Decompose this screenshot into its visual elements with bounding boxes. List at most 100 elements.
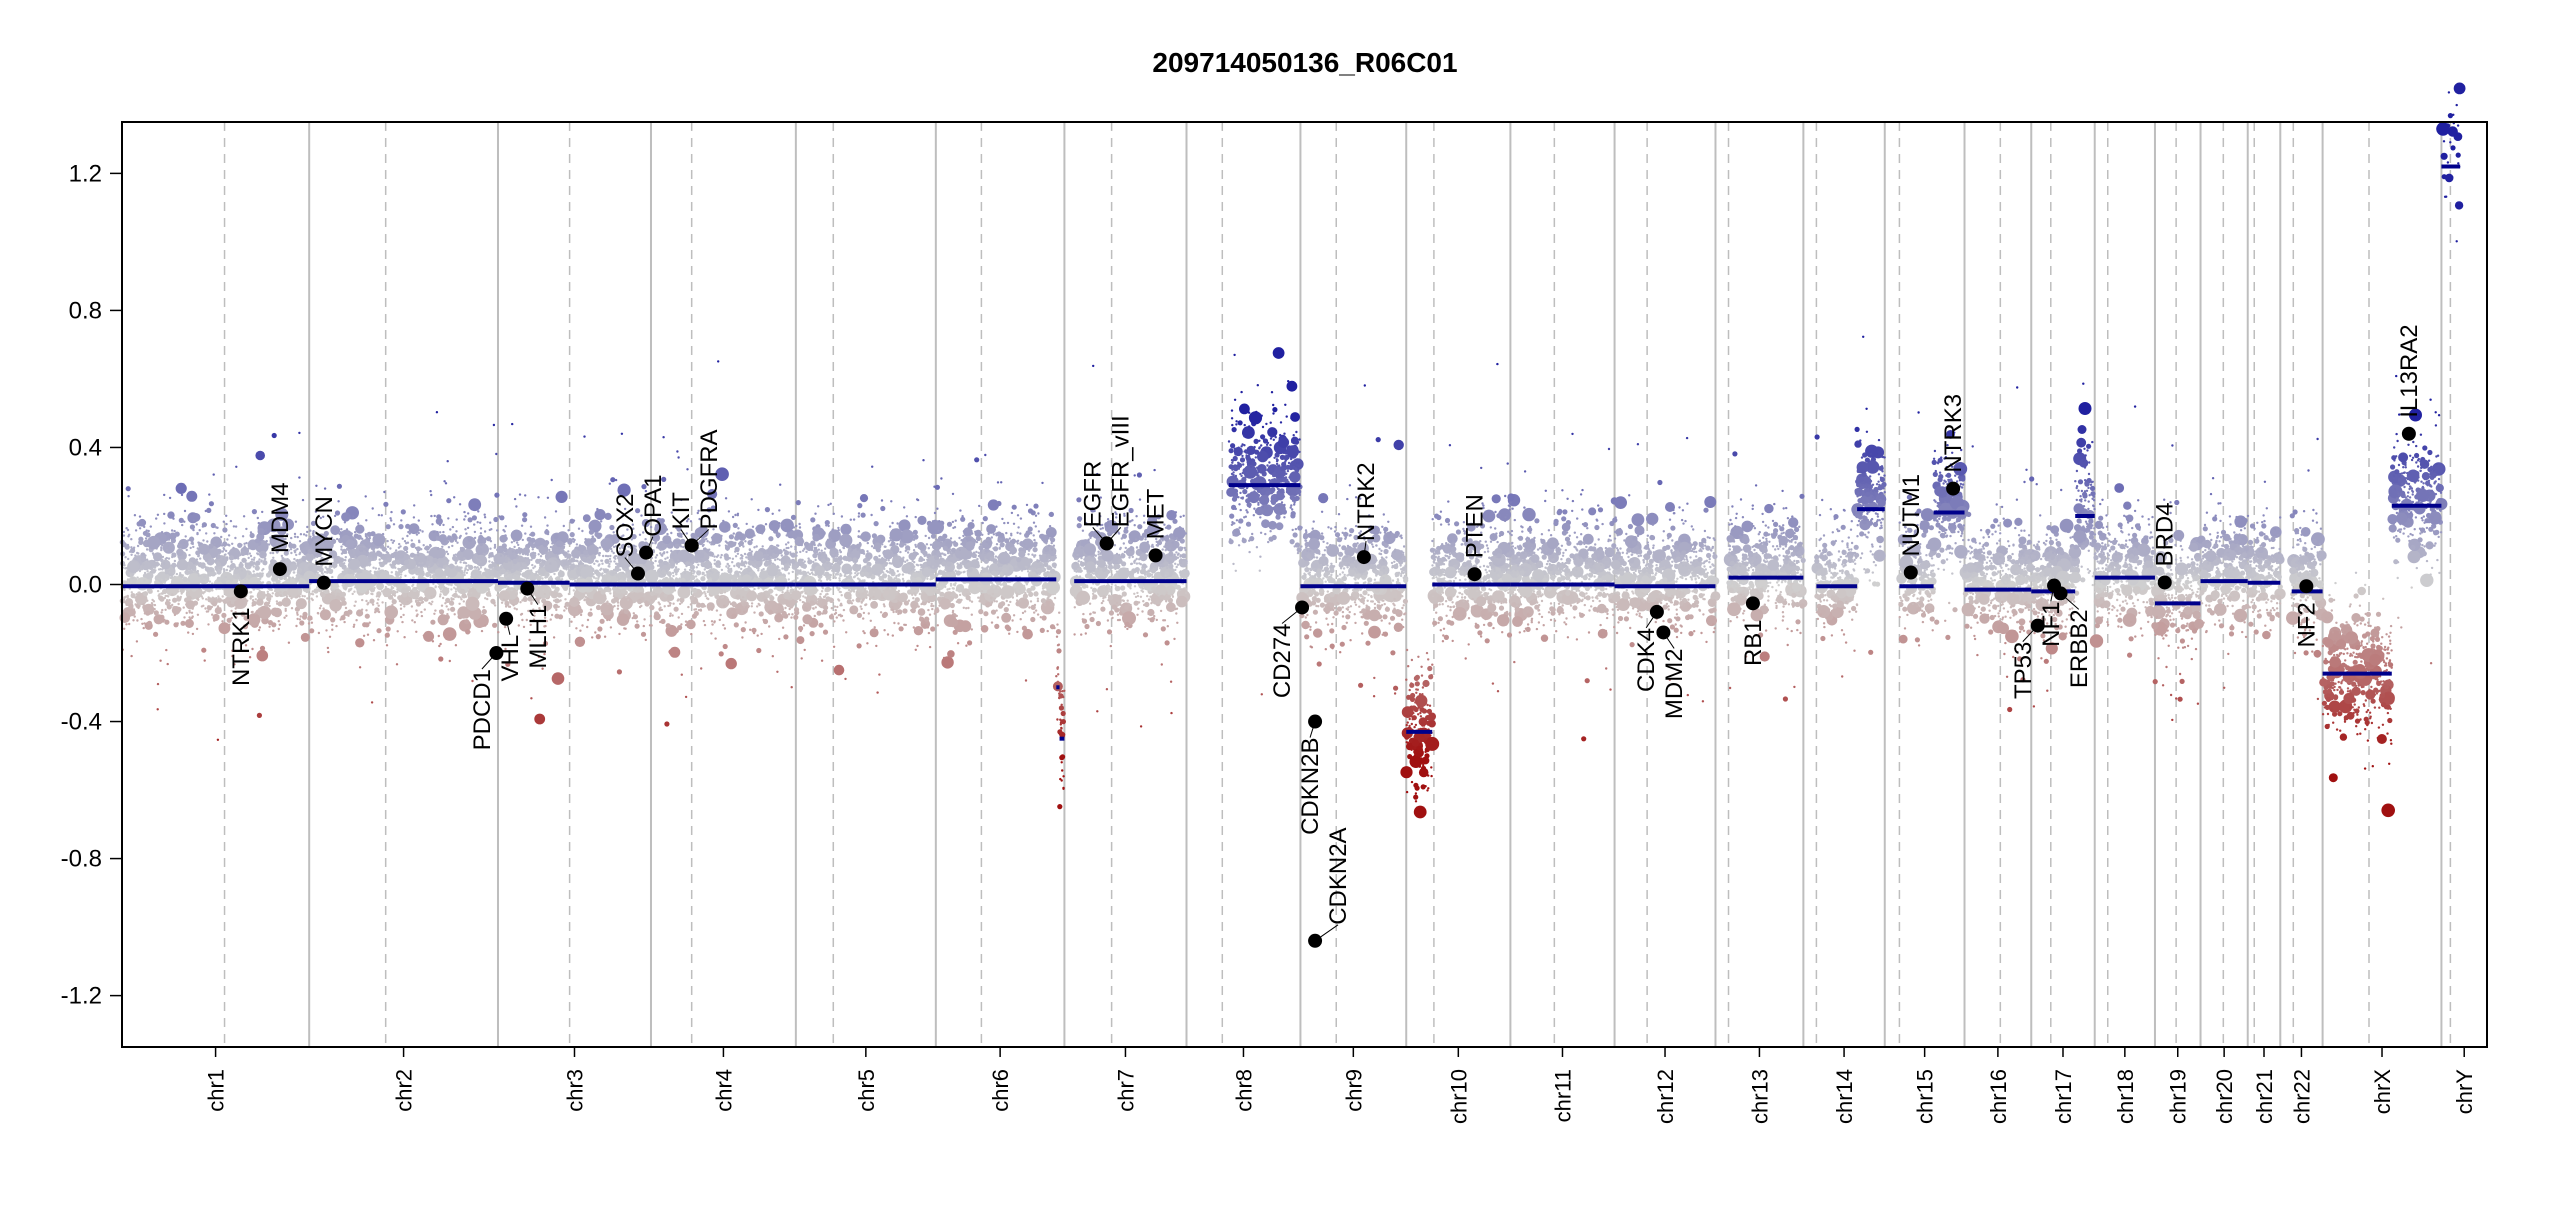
probe-point [150, 591, 152, 593]
probe-point [648, 601, 650, 603]
probe-point [296, 548, 298, 550]
probe-point [518, 560, 520, 562]
probe-point [672, 554, 674, 556]
probe-point [700, 667, 702, 669]
probe-point [173, 622, 178, 627]
probe-point [718, 571, 720, 573]
probe-point [831, 607, 833, 609]
probe-point [285, 610, 287, 612]
probe-point [146, 548, 148, 550]
probe-point [631, 591, 633, 593]
probe-point [575, 637, 585, 647]
probe-point [742, 596, 744, 598]
probe-point [518, 624, 520, 626]
probe-point [595, 560, 597, 562]
probe-point [538, 601, 540, 603]
probe-point [754, 565, 756, 567]
probe-point [551, 479, 553, 481]
probe-point [220, 536, 222, 538]
probe-point [541, 577, 543, 579]
probe-point [504, 534, 506, 536]
probe-point [528, 559, 530, 561]
probe-point [753, 534, 755, 536]
probe-point [430, 494, 432, 496]
probe-point [491, 552, 493, 554]
probe-point [745, 562, 747, 564]
probe-point [262, 560, 267, 565]
probe-point [215, 597, 217, 599]
probe-point [617, 605, 619, 607]
probe-point [266, 593, 271, 598]
probe-point [415, 631, 417, 633]
probe-point [366, 603, 368, 605]
probe-point [779, 559, 781, 561]
probe-point [378, 568, 380, 570]
probe-point [174, 606, 176, 608]
probe-point [736, 609, 741, 614]
probe-point [177, 595, 179, 597]
probe-point [233, 525, 235, 527]
probe-point [531, 564, 533, 566]
probe-point [392, 599, 397, 604]
probe-point [622, 572, 624, 574]
probe-point [555, 587, 560, 592]
probe-point [400, 519, 402, 521]
probe-point [522, 547, 530, 555]
probe-point [391, 571, 393, 573]
probe-point [201, 595, 203, 597]
probe-point [208, 493, 210, 495]
probe-point [537, 496, 539, 498]
probe-point [205, 510, 207, 512]
probe-point [718, 544, 720, 546]
probe-point [487, 594, 489, 596]
probe-point [711, 623, 713, 625]
probe-point [162, 589, 167, 594]
probe-point [735, 555, 737, 557]
probe-point [745, 556, 747, 558]
probe-point [621, 559, 631, 569]
probe-point [666, 557, 668, 559]
probe-point [165, 578, 167, 580]
probe-point [163, 522, 165, 524]
probe-point [600, 619, 605, 624]
probe-point [656, 546, 658, 548]
probe-point [769, 520, 780, 531]
probe-point [248, 547, 250, 549]
probe-point [746, 523, 748, 525]
probe-point [394, 567, 396, 569]
probe-point [377, 551, 379, 553]
probe-point [388, 584, 390, 586]
probe-point [762, 545, 764, 547]
probe-point [917, 516, 926, 525]
probe-point [606, 619, 608, 621]
probe-point [489, 522, 491, 524]
probe-point [753, 588, 755, 590]
probe-point [272, 433, 277, 438]
probe-point [141, 561, 150, 570]
probe-point [406, 601, 408, 603]
probe-point [279, 591, 281, 593]
probe-point [429, 563, 431, 565]
probe-point [256, 573, 258, 575]
probe-point [361, 538, 363, 540]
probe-point [495, 453, 497, 455]
probe-point [517, 544, 519, 546]
probe-point [296, 614, 298, 616]
probe-point [751, 602, 753, 604]
probe-point [437, 563, 439, 565]
probe-point [474, 531, 476, 533]
probe-point [157, 590, 159, 592]
probe-point [226, 556, 228, 558]
probe-point [398, 524, 403, 529]
probe-point [694, 611, 699, 616]
probe-point [794, 548, 796, 550]
probe-point [259, 590, 261, 592]
probe-point [604, 636, 606, 638]
probe-point [463, 574, 465, 576]
probe-point [662, 565, 667, 570]
probe-point [207, 623, 209, 625]
probe-point [186, 549, 188, 551]
probe-point [360, 571, 362, 573]
probe-point [524, 494, 526, 496]
